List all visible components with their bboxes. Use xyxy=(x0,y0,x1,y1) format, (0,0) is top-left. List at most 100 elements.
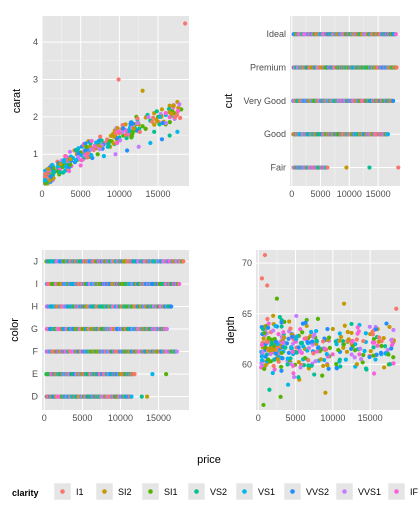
data-point xyxy=(263,354,268,359)
legend-marker xyxy=(242,489,247,494)
data-point xyxy=(79,153,84,158)
data-point xyxy=(367,324,372,329)
data-point xyxy=(372,340,377,345)
data-point xyxy=(121,126,126,131)
data-point xyxy=(265,283,270,288)
data-point xyxy=(260,350,265,355)
data-point xyxy=(371,371,377,376)
data-point xyxy=(89,153,94,158)
data-point xyxy=(74,157,79,163)
data-point xyxy=(354,337,359,342)
data-point xyxy=(338,334,344,340)
data-point xyxy=(337,331,342,336)
data-point xyxy=(271,313,276,318)
data-point xyxy=(296,375,301,380)
data-point xyxy=(143,126,148,131)
data-point xyxy=(160,120,165,126)
data-point xyxy=(294,313,299,319)
data-point xyxy=(169,111,175,116)
data-point xyxy=(341,345,346,350)
data-point xyxy=(334,365,339,370)
data-point xyxy=(292,374,297,380)
data-point xyxy=(387,324,392,330)
data-point xyxy=(371,337,376,342)
data-point xyxy=(163,120,169,126)
data-point xyxy=(371,353,376,358)
data-point xyxy=(316,345,321,350)
x-tick-label: 0 xyxy=(256,413,261,423)
data-point xyxy=(308,329,314,335)
legend-marker xyxy=(394,489,399,494)
x-tick-label: 15000 xyxy=(146,413,171,423)
data-point xyxy=(340,338,346,344)
legend-label: VS1 xyxy=(258,487,275,497)
data-point xyxy=(359,357,364,362)
x-tick-label: 15000 xyxy=(358,413,383,423)
data-point xyxy=(152,122,157,127)
data-point xyxy=(260,327,266,332)
data-point xyxy=(301,344,306,349)
y-tick-label: I xyxy=(35,279,38,289)
data-point xyxy=(289,346,294,351)
legend-marker xyxy=(102,489,107,494)
data-point xyxy=(136,144,141,149)
data-point xyxy=(146,114,151,120)
data-point xyxy=(108,133,113,138)
data-point xyxy=(280,340,286,345)
y-axis-title: depth xyxy=(225,316,237,344)
data-point xyxy=(349,352,354,357)
data-point xyxy=(271,328,276,333)
data-point xyxy=(259,276,265,281)
data-point xyxy=(283,345,288,350)
data-point xyxy=(327,345,332,350)
y-tick-label: Very Good xyxy=(243,96,286,106)
data-point xyxy=(167,120,172,125)
data-point xyxy=(310,342,315,347)
data-point xyxy=(367,354,372,360)
data-point xyxy=(68,157,73,162)
data-point xyxy=(273,323,278,329)
data-point xyxy=(313,359,318,364)
legend-marker xyxy=(194,489,199,494)
data-point xyxy=(265,316,270,322)
data-point xyxy=(294,336,299,342)
data-point xyxy=(176,105,181,110)
data-point xyxy=(334,362,339,367)
data-point xyxy=(386,352,391,357)
data-point xyxy=(282,335,287,340)
data-point xyxy=(279,364,284,369)
legend-label: VVS2 xyxy=(306,487,329,497)
data-point xyxy=(99,138,104,143)
data-point xyxy=(326,366,331,371)
data-point xyxy=(304,323,309,329)
data-point xyxy=(150,119,155,124)
data-point xyxy=(167,133,172,138)
data-point xyxy=(164,372,169,377)
data-point xyxy=(314,328,319,334)
data-point xyxy=(271,363,276,369)
data-point xyxy=(349,321,354,327)
y-tick-label: 1 xyxy=(33,149,38,159)
data-point xyxy=(296,345,301,350)
data-point xyxy=(393,32,398,37)
x-tick-label: 5000 xyxy=(71,189,91,199)
data-point xyxy=(325,363,330,368)
data-point xyxy=(132,372,137,377)
data-point xyxy=(280,356,285,361)
data-point xyxy=(321,363,326,369)
x-axis-title: price xyxy=(197,454,221,466)
data-point xyxy=(315,316,321,321)
data-point xyxy=(306,363,311,368)
data-point xyxy=(266,335,271,341)
data-point xyxy=(349,346,354,351)
data-point xyxy=(290,334,295,339)
data-point xyxy=(275,357,280,362)
data-point xyxy=(305,339,310,345)
data-point xyxy=(355,325,360,330)
data-point xyxy=(137,129,142,135)
data-point xyxy=(346,337,351,342)
data-point xyxy=(389,346,394,351)
data-point xyxy=(312,372,317,377)
